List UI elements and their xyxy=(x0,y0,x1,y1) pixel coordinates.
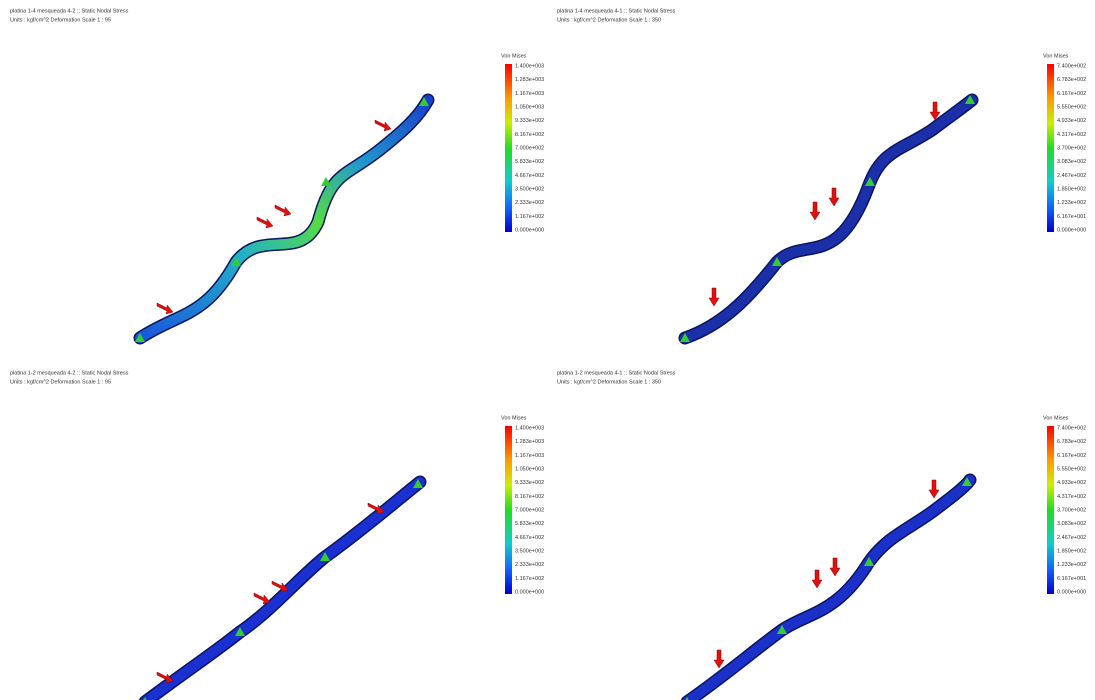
legend-label: 4.317e+002 xyxy=(1057,132,1086,138)
load-arrow xyxy=(275,205,291,216)
legend-label: 0.000e+000 xyxy=(515,227,544,233)
panel-units: Units : kgf/cm^2 Deformation Scale 1 : 9… xyxy=(10,17,111,23)
legend-label: 4.933e+002 xyxy=(1057,480,1086,486)
legend-label: 4.317e+002 xyxy=(1057,494,1086,500)
beam xyxy=(685,100,972,338)
legend-label: 4.933e+002 xyxy=(1057,118,1086,124)
legend-label: 6.783e+002 xyxy=(1057,439,1086,445)
load-arrow xyxy=(257,217,273,228)
legend-label: 5.550e+002 xyxy=(1057,466,1086,472)
panel-units: Units : kgf/cm^2 Deformation Scale 1 : 3… xyxy=(557,17,661,23)
panel-title: platina 1-2 mesqueada 4-2 :: Static Noda… xyxy=(10,370,129,376)
load-arrow xyxy=(709,288,719,306)
panel-units: Units : kgf/cm^2 Deformation Scale 1 : 3… xyxy=(557,379,661,385)
panel-title: platina 1-2 mesqueada 4-1 :: Static Noda… xyxy=(557,370,676,376)
legend-label: 2.467e+002 xyxy=(1057,535,1086,541)
legend-label: 6.167e+002 xyxy=(1057,453,1086,459)
colorbar xyxy=(1047,64,1054,232)
panel-title: platina 1-4 mesqueada 4-2 :: Static Noda… xyxy=(10,8,129,14)
load-arrow xyxy=(714,650,724,668)
load-arrow xyxy=(375,120,391,131)
legend-label: 1.167e+002 xyxy=(515,576,544,582)
legend-label: 2.333e+002 xyxy=(515,200,544,206)
legend-label: 5.833e+002 xyxy=(515,521,544,527)
legend-label: 4.667e+002 xyxy=(515,535,544,541)
colorbar xyxy=(505,426,512,594)
beam-edge xyxy=(140,100,428,338)
load-arrow xyxy=(829,188,839,206)
load-arrow xyxy=(810,202,820,220)
legend-label: 6.167e+001 xyxy=(1057,576,1086,582)
load-arrow xyxy=(157,303,173,314)
load-arrow xyxy=(812,570,822,588)
panel: platina 1-4 mesqueada 4-1 :: Static Noda… xyxy=(557,8,1086,342)
legend-label: 1.283e+003 xyxy=(515,439,544,445)
legend-label: 8.167e+002 xyxy=(515,132,544,138)
legend-label: 6.167e+001 xyxy=(1057,214,1086,220)
legend-label: 3.500e+002 xyxy=(515,548,544,554)
legend-title: Von Mises xyxy=(1043,415,1069,421)
legend-label: 0.000e+000 xyxy=(1057,227,1086,233)
legend-label: 1.050e+003 xyxy=(515,466,544,472)
beam xyxy=(687,480,970,700)
legend-title: Von Mises xyxy=(501,53,527,59)
legend-label: 1.283e+003 xyxy=(515,77,544,83)
legend-label: 3.083e+002 xyxy=(1057,521,1086,527)
legend-label: 1.233e+002 xyxy=(1057,562,1086,568)
legend-title: Von Mises xyxy=(501,415,527,421)
screen: platina 1-4 mesqueada 4-2 :: Static Noda… xyxy=(0,0,1095,700)
legend-label: 4.667e+002 xyxy=(515,173,544,179)
legend-label: 7.000e+002 xyxy=(515,145,544,151)
colorbar xyxy=(505,64,512,232)
panel: platina 1-2 mesqueada 4-1 :: Static Noda… xyxy=(557,370,1086,700)
legend-label: 1.850e+002 xyxy=(1057,548,1086,554)
load-arrow xyxy=(830,558,840,576)
legend-label: 3.083e+002 xyxy=(1057,159,1086,165)
colorbar xyxy=(1047,426,1054,594)
legend-label: 7.400e+002 xyxy=(1057,63,1086,69)
legend-label: 5.550e+002 xyxy=(1057,104,1086,110)
legend-label: 3.500e+002 xyxy=(515,186,544,192)
panel-title: platina 1-4 mesqueada 4-1 :: Static Noda… xyxy=(557,8,676,14)
load-arrow xyxy=(929,480,939,498)
legend-label: 6.783e+002 xyxy=(1057,77,1086,83)
legend-label: 6.167e+002 xyxy=(1057,91,1086,97)
panel: platina 1-2 mesqueada 4-2 :: Static Noda… xyxy=(10,370,544,700)
legend-title: Von Mises xyxy=(1043,53,1069,59)
legend-label: 9.333e+002 xyxy=(515,480,544,486)
legend-label: 1.233e+002 xyxy=(1057,200,1086,206)
legend-label: 1.400e+003 xyxy=(515,63,544,69)
legend-label: 3.700e+002 xyxy=(1057,507,1086,513)
legend-label: 0.000e+000 xyxy=(515,589,544,595)
legend-label: 5.833e+002 xyxy=(515,159,544,165)
legend-label: 1.050e+003 xyxy=(515,104,544,110)
legend-label: 2.467e+002 xyxy=(1057,173,1086,179)
legend-label: 9.333e+002 xyxy=(515,118,544,124)
legend-label: 1.400e+003 xyxy=(515,425,544,431)
legend-label: 7.000e+002 xyxy=(515,507,544,513)
panel-units: Units : kgf/cm^2 Deformation Scale 1 : 9… xyxy=(10,379,111,385)
legend-label: 1.167e+003 xyxy=(515,453,544,459)
legend-label: 3.700e+002 xyxy=(1057,145,1086,151)
beam xyxy=(140,100,428,338)
legend-label: 1.167e+003 xyxy=(515,91,544,97)
legend-label: 8.167e+002 xyxy=(515,494,544,500)
legend-label: 0.000e+000 xyxy=(1057,589,1086,595)
panel: platina 1-4 mesqueada 4-2 :: Static Noda… xyxy=(10,8,544,342)
legend-label: 1.167e+002 xyxy=(515,214,544,220)
legend-label: 2.333e+002 xyxy=(515,562,544,568)
legend-label: 7.400e+002 xyxy=(1057,425,1086,431)
load-arrow xyxy=(254,593,270,604)
legend-label: 1.850e+002 xyxy=(1057,186,1086,192)
